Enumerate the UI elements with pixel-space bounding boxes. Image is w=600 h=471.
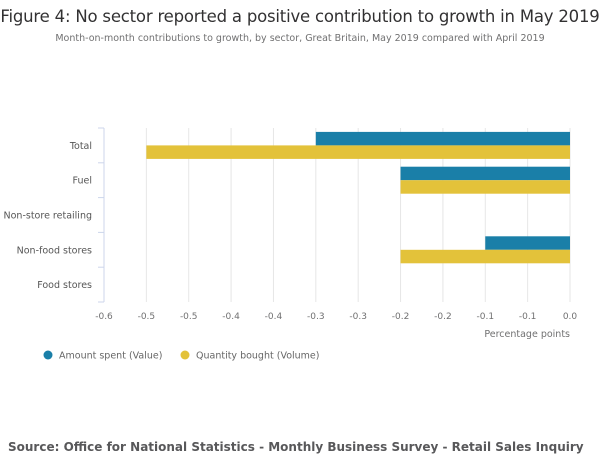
x-tick-label: -0.4 (222, 312, 240, 322)
legend-marker (180, 350, 190, 360)
legend-label[interactable]: Amount spent (Value) (59, 351, 162, 362)
x-tick-label: 0.0 (563, 312, 578, 322)
x-tick-label: -0.3 (349, 312, 367, 322)
bars (146, 131, 570, 264)
x-axis-label: Percentage points (484, 329, 570, 340)
x-tick-label: -0.3 (307, 312, 325, 322)
x-tick-label: -0.4 (265, 312, 283, 322)
source-note: Source: Office for National Statistics -… (8, 440, 584, 454)
category-label: Non-store retailing (4, 211, 92, 222)
x-axis-ticks: -0.6 -0.5 -0.5 -0.4 -0.4 -0.3 -0.3 -0.2 -0.2 -0.1… (95, 312, 577, 322)
legend-label[interactable]: Quantity bought (Volume) (196, 351, 319, 362)
x-tick-label: -0.2 (434, 312, 452, 322)
bar-volume (400, 249, 570, 264)
category-label: Fuel (73, 176, 92, 187)
category-label: Food stores (37, 280, 92, 291)
chart-title: Figure 4: No sector reported a positive … (0, 7, 600, 26)
x-tick-label: -0.1 (476, 312, 494, 322)
y-axis: Total Fuel Non-store retailing Non-food sto… (4, 127, 105, 303)
x-tick-label: -0.2 (392, 312, 410, 322)
x-tick-label: -0.1 (519, 312, 537, 322)
bar-value (485, 236, 570, 250)
category-label: Total (69, 141, 92, 152)
chart-subtitle: Month-on-month contributions to growth, … (55, 33, 545, 44)
x-tick-label: -0.6 (95, 312, 113, 322)
category-label: Non-food stores (17, 245, 92, 256)
bar-chart: Total Fuel Non-store retailing Non-food sto… (4, 127, 577, 362)
x-tick-label: -0.5 (180, 312, 198, 322)
bar-volume (146, 145, 570, 159)
bar-value (315, 131, 570, 146)
legend: Amount spent (Value) Quantity bought (Vol… (43, 350, 319, 362)
bar-volume (400, 180, 570, 194)
legend-marker (43, 350, 53, 360)
x-tick-label: -0.5 (138, 312, 156, 322)
bar-value (400, 166, 570, 181)
